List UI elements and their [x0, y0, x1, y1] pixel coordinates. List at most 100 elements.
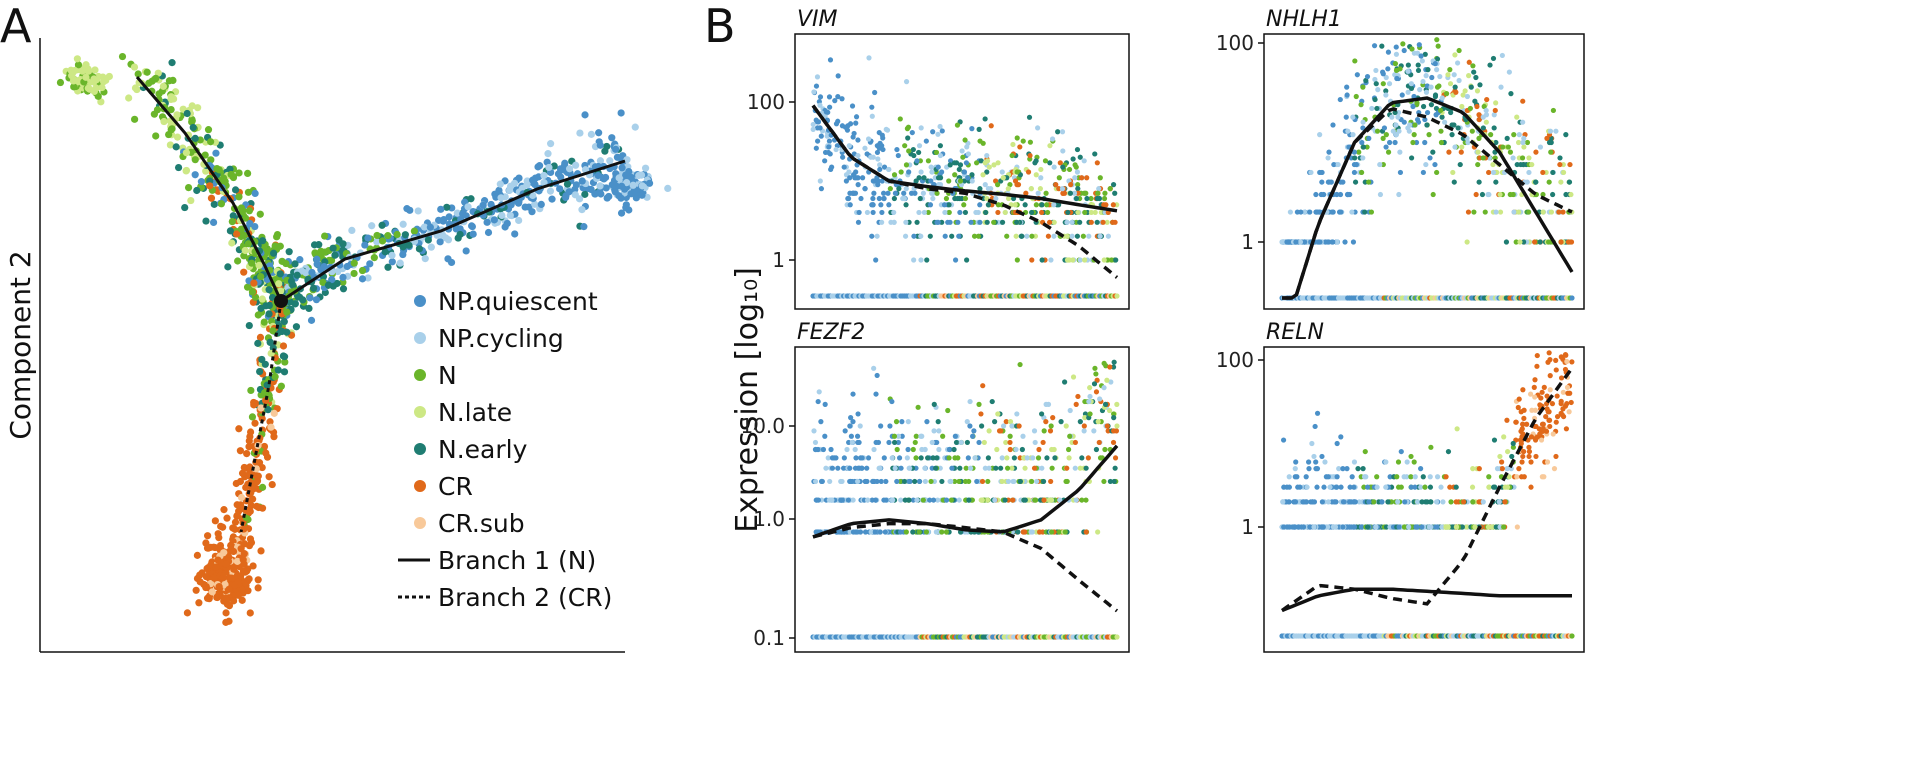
expression-point — [1306, 466, 1312, 472]
expression-point — [1022, 202, 1028, 208]
cell-point — [246, 535, 255, 543]
expression-point — [1455, 125, 1461, 131]
expression-point — [1426, 132, 1432, 138]
cell-point — [172, 143, 180, 151]
expression-point — [1101, 257, 1107, 263]
expression-point — [1374, 105, 1380, 112]
cell-point — [270, 409, 278, 417]
cell-point — [134, 70, 142, 78]
expression-point — [1493, 179, 1499, 185]
expression-point — [937, 143, 943, 149]
cell-point — [506, 211, 514, 219]
expression-point — [825, 455, 831, 461]
expression-point — [874, 233, 880, 239]
cell-point — [258, 504, 267, 512]
expression-point — [823, 109, 829, 115]
expression-point — [1397, 169, 1404, 176]
expression-point — [1056, 529, 1062, 535]
cell-point — [268, 480, 276, 489]
cell-point — [350, 259, 358, 267]
expression-point — [1401, 119, 1407, 125]
expression-point — [1568, 191, 1574, 198]
expression-point — [1029, 209, 1035, 216]
cell-point — [238, 469, 247, 477]
expression-point — [1560, 356, 1566, 362]
expression-point — [1419, 58, 1425, 64]
expression-point — [1534, 363, 1540, 369]
expression-point — [928, 178, 934, 184]
expression-point — [903, 202, 909, 208]
expression-point — [1113, 257, 1119, 263]
expression-point — [1092, 209, 1098, 216]
expression-point — [877, 162, 883, 168]
cell-point — [269, 327, 277, 335]
expression-point — [991, 162, 997, 168]
cell-point — [254, 584, 262, 592]
cell-point — [145, 79, 153, 87]
expression-point — [916, 143, 923, 149]
legend-label: Branch 2 (CR) — [438, 583, 612, 612]
expression-point — [1566, 179, 1573, 185]
expression-point — [962, 209, 969, 216]
expression-point — [984, 195, 990, 202]
cell-point — [264, 406, 272, 414]
cell-point — [622, 201, 630, 209]
expression-point — [1554, 413, 1561, 420]
expression-point — [935, 497, 941, 503]
cell-point — [497, 194, 505, 202]
expression-point — [952, 478, 958, 485]
cell-point — [381, 248, 389, 256]
expression-point — [1111, 411, 1117, 417]
cell-point — [258, 463, 266, 472]
expression-point — [981, 439, 987, 446]
expression-point — [898, 497, 904, 503]
expression-point — [956, 497, 962, 503]
expression-point — [1419, 524, 1425, 530]
expression-point — [859, 455, 865, 461]
expression-point — [1528, 484, 1534, 490]
expression-point — [865, 136, 872, 142]
expression-point — [1075, 186, 1081, 192]
cell-point — [562, 193, 570, 202]
expression-point — [1095, 190, 1101, 196]
expression-point — [1513, 239, 1519, 245]
expression-point — [1430, 149, 1436, 155]
expression-point — [1400, 41, 1406, 47]
expression-point — [877, 166, 883, 173]
expression-point — [946, 455, 952, 461]
expression-point — [1383, 92, 1389, 98]
legend-item: N — [414, 361, 457, 390]
expression-point — [868, 529, 874, 535]
expression-point — [1019, 233, 1025, 239]
cell-point — [324, 281, 333, 289]
expression-point — [866, 55, 872, 61]
expression-point — [1343, 114, 1349, 120]
expression-point — [1467, 105, 1473, 112]
cell-point — [581, 111, 589, 119]
expression-point — [1476, 135, 1482, 141]
expression-point — [1051, 164, 1057, 170]
expression-point — [1423, 73, 1429, 79]
expression-point — [810, 121, 816, 128]
expression-point — [1565, 239, 1572, 245]
expression-point — [1051, 202, 1057, 208]
y-tick-label: 1.0 — [753, 507, 785, 531]
expression-point — [1037, 186, 1043, 192]
cell-point — [222, 594, 230, 602]
expression-point — [1501, 524, 1507, 530]
expression-point — [1473, 191, 1479, 198]
expression-point — [1521, 407, 1527, 413]
expression-point — [1385, 499, 1391, 505]
expression-point — [1533, 149, 1539, 155]
expression-point — [1286, 474, 1292, 480]
cell-point — [202, 217, 210, 225]
cell-point — [207, 156, 215, 164]
expression-point — [850, 497, 856, 503]
panel-a-points — [56, 52, 672, 626]
expression-point — [1511, 132, 1517, 138]
expression-point — [1077, 257, 1083, 263]
expression-point — [879, 209, 885, 216]
expression-point — [984, 158, 991, 164]
cell-point — [152, 132, 160, 140]
expression-point — [1300, 524, 1307, 530]
